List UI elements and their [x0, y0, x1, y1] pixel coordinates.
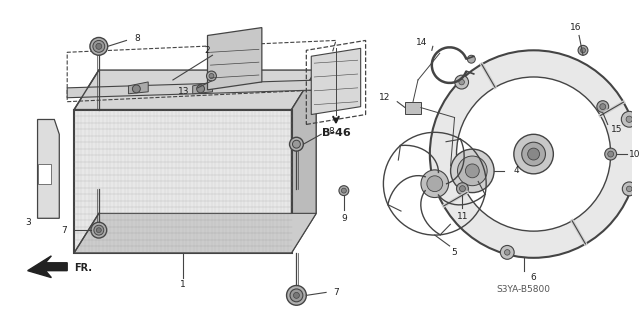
Text: 7: 7 [333, 288, 339, 297]
Circle shape [292, 140, 300, 148]
Text: S3YA-B5800: S3YA-B5800 [497, 285, 550, 294]
Circle shape [527, 148, 540, 160]
Circle shape [500, 245, 514, 259]
Circle shape [421, 170, 449, 197]
Polygon shape [38, 120, 60, 218]
Text: 11: 11 [457, 212, 468, 221]
Circle shape [460, 186, 465, 192]
Text: 5: 5 [452, 249, 458, 257]
Circle shape [458, 156, 487, 186]
Circle shape [91, 222, 107, 238]
Polygon shape [74, 110, 291, 253]
Polygon shape [67, 80, 321, 98]
Text: 2: 2 [205, 46, 211, 55]
Text: 7: 7 [61, 226, 67, 235]
Circle shape [621, 111, 637, 127]
Text: 15: 15 [611, 125, 622, 134]
Circle shape [608, 151, 614, 157]
Circle shape [294, 293, 300, 298]
Circle shape [504, 249, 510, 255]
Text: 8: 8 [328, 127, 334, 136]
Text: 13: 13 [178, 87, 189, 96]
Text: 16: 16 [570, 23, 582, 32]
Polygon shape [129, 82, 148, 94]
Circle shape [96, 43, 102, 49]
Circle shape [451, 149, 494, 193]
Text: B-46: B-46 [321, 128, 350, 138]
Text: 1: 1 [180, 280, 186, 289]
Circle shape [132, 85, 140, 93]
Polygon shape [74, 213, 316, 253]
Circle shape [93, 41, 105, 52]
Polygon shape [291, 70, 316, 253]
Polygon shape [38, 164, 51, 184]
Circle shape [600, 104, 605, 110]
Circle shape [456, 183, 468, 195]
Circle shape [287, 286, 307, 305]
Text: 6: 6 [531, 273, 536, 282]
Polygon shape [193, 82, 212, 94]
Circle shape [97, 228, 101, 233]
Circle shape [427, 176, 443, 192]
Text: 9: 9 [341, 214, 347, 223]
Circle shape [196, 85, 205, 93]
Text: 10: 10 [630, 150, 640, 159]
Circle shape [605, 148, 616, 160]
Circle shape [209, 74, 214, 78]
Circle shape [456, 77, 611, 231]
Polygon shape [28, 256, 67, 278]
Circle shape [578, 45, 588, 55]
Circle shape [290, 289, 303, 302]
Polygon shape [74, 70, 316, 110]
Circle shape [622, 182, 636, 196]
Circle shape [289, 137, 303, 151]
Circle shape [454, 75, 468, 89]
Circle shape [597, 101, 609, 113]
Circle shape [580, 48, 586, 53]
Circle shape [627, 186, 632, 192]
Polygon shape [207, 27, 262, 90]
Circle shape [207, 71, 216, 81]
Circle shape [514, 134, 554, 174]
Circle shape [465, 164, 479, 178]
Circle shape [459, 79, 465, 85]
Circle shape [90, 37, 108, 55]
Polygon shape [405, 102, 421, 114]
Text: FR.: FR. [74, 263, 92, 273]
Circle shape [467, 55, 476, 63]
Circle shape [339, 186, 349, 196]
Circle shape [430, 50, 637, 258]
Polygon shape [311, 48, 361, 115]
Circle shape [626, 116, 632, 122]
Text: 12: 12 [379, 93, 390, 102]
Circle shape [94, 225, 104, 235]
Text: 4: 4 [514, 167, 520, 175]
Text: 8: 8 [134, 34, 140, 43]
Circle shape [522, 142, 545, 166]
Text: 3: 3 [25, 218, 31, 227]
Text: 14: 14 [415, 38, 427, 47]
Circle shape [341, 188, 346, 193]
